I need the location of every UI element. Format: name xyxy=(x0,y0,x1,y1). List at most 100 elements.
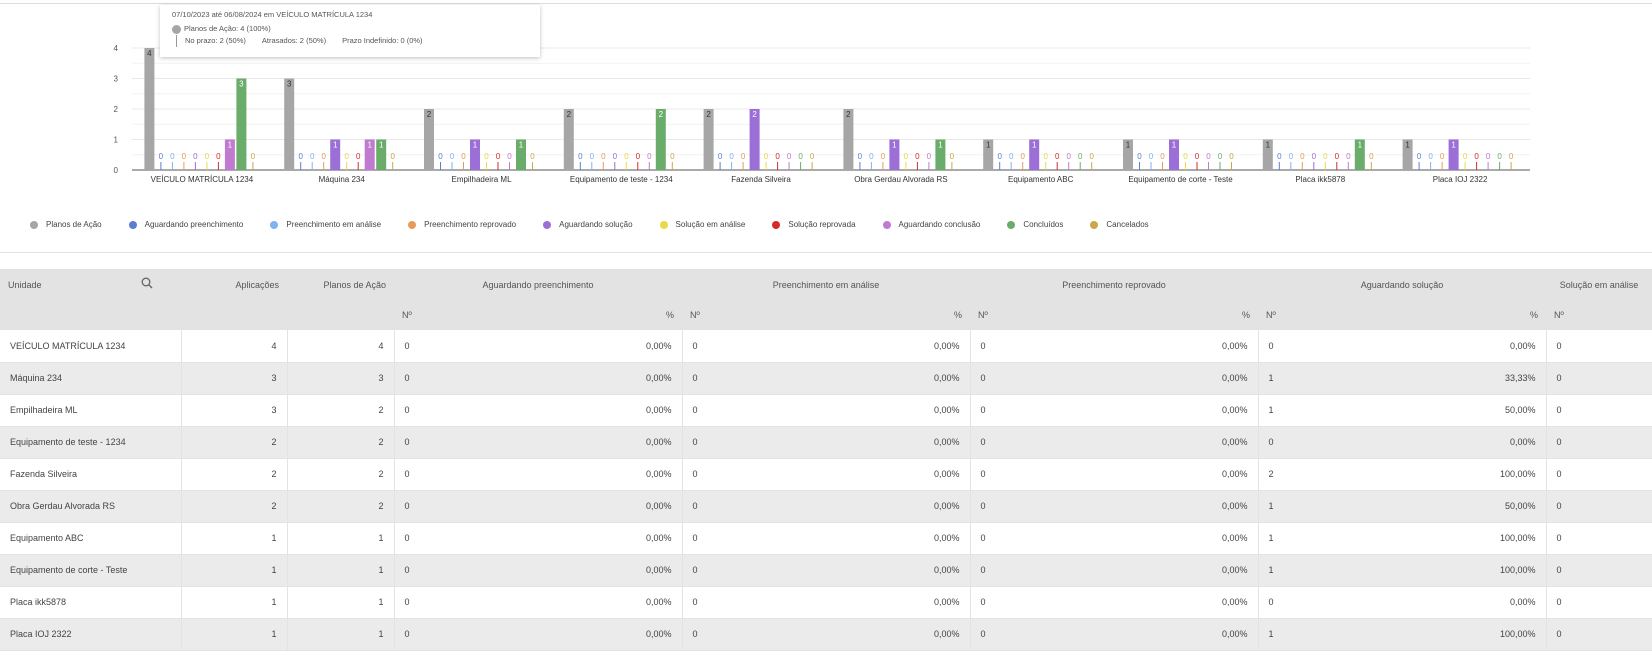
cell-n: 0 xyxy=(1258,586,1402,619)
table-row[interactable]: Equipamento de corte - Teste 1 1 0 0,00% 0 0,0… xyxy=(0,554,1652,587)
col-n-header: Nº xyxy=(970,300,1114,330)
cell-n: 1 xyxy=(1258,554,1402,587)
cell-n: 0 xyxy=(1546,426,1652,459)
bar-value-label: 1 xyxy=(986,141,991,150)
col-unidade[interactable]: Unidade xyxy=(0,269,181,300)
bar-value-label: 0 xyxy=(1346,152,1351,161)
legend-item[interactable]: Planos de Ação xyxy=(30,220,102,229)
bar-value-label: 0 xyxy=(193,152,198,161)
col-aplicacoes[interactable]: Aplicações xyxy=(181,269,287,300)
summary-table: Unidade Aplicações Planos de Ação Aguard… xyxy=(0,269,1652,651)
bar-value-label: 0 xyxy=(1509,152,1514,161)
table-row[interactable]: Obra Gerdau Alvorada RS 2 2 0 0,00% 0 0,00% 0 0,… xyxy=(0,490,1652,523)
bar-value-label: 0 xyxy=(578,152,583,161)
bar-value-label: 1 xyxy=(228,141,233,150)
legend-item[interactable]: Aguardando preenchimento xyxy=(128,220,243,229)
bar-value-label: 0 xyxy=(1417,152,1422,161)
cell-n: 0 xyxy=(1546,586,1652,619)
cell-n: 0 xyxy=(1546,330,1652,363)
legend-item[interactable]: Cancelados xyxy=(1090,220,1149,229)
col-unidade-label: Unidade xyxy=(8,279,42,290)
bar-value-label: 2 xyxy=(752,110,757,119)
legend-item[interactable]: Solução em análise xyxy=(659,220,745,229)
legend-item[interactable]: Aguardando conclusão xyxy=(882,220,980,229)
bar-value-label: 0 xyxy=(613,152,618,161)
table-row[interactable]: Máquina 2343300,00%00,00%00,00%133,33%00… xyxy=(0,362,1652,395)
cell-n: 0 xyxy=(394,426,538,459)
bar-value-label: 0 xyxy=(1078,152,1083,161)
table-row[interactable]: Fazenda Silveira 2 2 0 0,00% 0 0,00% 0 0,00% 2 100… xyxy=(0,458,1652,491)
table-row[interactable]: Empilhadeira ML 3 2 0 0,00% 0 0,00% 0 0,00% 1 50,0… xyxy=(0,394,1652,427)
legend-item[interactable]: Solução reprovada xyxy=(772,220,856,229)
col-group-header[interactable]: Aguardando preenchimento xyxy=(394,269,682,300)
bar-value-label: 0 xyxy=(1486,152,1491,161)
cell-unidade: Placa IOJ 2322 xyxy=(0,618,182,651)
bar-value-label: 0 xyxy=(741,152,746,161)
bar-value-label: 0 xyxy=(450,152,455,161)
col-group-header[interactable]: Aguardando solução xyxy=(1258,269,1547,300)
cell-n: 0 xyxy=(970,458,1114,491)
bar-value-label: 0 xyxy=(1323,152,1328,161)
cell-pct: 0,00% xyxy=(826,586,971,619)
cell-pct: 0,00% xyxy=(826,522,971,555)
cell-n: 0 xyxy=(394,522,538,555)
cell-unidade: Obra Gerdau Alvorada RS xyxy=(0,490,182,523)
tooltip-main: Planos de Ação: 4 (100%) xyxy=(184,24,271,33)
bar-value-label: 0 xyxy=(1206,152,1211,161)
cell-aplicacoes: 1 xyxy=(181,522,288,555)
bar xyxy=(1354,139,1365,170)
legend-dot-icon xyxy=(659,220,668,229)
tooltip-title: 07/10/2023 até 06/08/2024 em VEÍCULO MAT… xyxy=(172,10,373,19)
bar-value-label: 0 xyxy=(881,152,886,161)
bar xyxy=(1169,139,1179,170)
y-tick-label: 4 xyxy=(114,44,119,53)
table-row[interactable]: VEÍCULO MATRÍCULA 1234 4 4 0 0,00% 0 0,00% 0 0,0… xyxy=(0,330,1652,363)
bar-value-label: 0 xyxy=(1066,152,1071,161)
y-tick-label: 2 xyxy=(114,105,119,114)
legend-item[interactable]: Aguardando solução xyxy=(543,220,633,229)
table-row[interactable]: Placa ikk5878 1 1 0 0,00% 0 0,00% 0 0,00% 0 0,00% 0… xyxy=(0,586,1652,619)
legend-item[interactable]: Preenchimento em análise xyxy=(270,220,381,229)
bar xyxy=(749,109,760,170)
search-icon[interactable] xyxy=(141,277,153,291)
cell-planos: 4 xyxy=(287,330,395,363)
bar xyxy=(1262,139,1273,170)
cell-pct: 0,00% xyxy=(826,458,971,491)
cell-pct: 33,33% xyxy=(1402,362,1547,395)
cell-n: 0 xyxy=(970,426,1114,459)
cell-n: 0 xyxy=(682,618,826,651)
bar xyxy=(655,109,666,170)
bar-value-label: 0 xyxy=(1183,152,1188,161)
cell-unidade: Placa ikk5878 xyxy=(0,586,182,619)
bar-value-label: 1 xyxy=(1358,141,1363,150)
bar xyxy=(470,139,480,170)
cell-n: 0 xyxy=(394,490,538,523)
bar-value-label: 1 xyxy=(1405,141,1410,150)
col-group-header[interactable]: Preenchimento reprovado xyxy=(970,269,1258,300)
bar-value-label: 0 xyxy=(1160,152,1165,161)
col-group-header[interactable]: Preenchimento em análise xyxy=(682,269,970,300)
legend-item[interactable]: Concluídos xyxy=(1007,220,1063,229)
col-group-header[interactable]: Solução em análise xyxy=(1546,269,1652,300)
bar xyxy=(236,78,247,170)
bar-value-label: 0 xyxy=(530,152,535,161)
cell-n: 0 xyxy=(970,522,1114,555)
bar-value-label: 0 xyxy=(496,152,501,161)
bar-value-label: 0 xyxy=(1497,152,1502,161)
legend-item[interactable]: Preenchimento reprovado xyxy=(408,220,516,229)
table-row[interactable]: Equipamento de teste - 1234 2 2 0 0,00% 0 0,00… xyxy=(0,426,1652,459)
cell-n: 0 xyxy=(1546,554,1652,587)
tooltip-line: Prazo Indefinido: 0 (0%) xyxy=(342,36,423,45)
col-planos[interactable]: Planos de Ação xyxy=(287,269,394,300)
bar-value-label: 0 xyxy=(1440,152,1445,161)
bar-value-label: 0 xyxy=(1474,152,1479,161)
cell-unidade: Equipamento de corte - Teste xyxy=(0,554,182,587)
cell-n: 0 xyxy=(970,394,1114,427)
table-row[interactable]: Placa IOJ 2322 1 1 0 0,00% 0 0,00% 0 0,00% 1 100,0… xyxy=(0,618,1652,651)
bar xyxy=(843,109,854,170)
bar-value-label: 0 xyxy=(1009,152,1014,161)
cell-pct: 0,00% xyxy=(538,586,683,619)
table-row[interactable]: Equipamento ABC 1 1 0 0,00% 0 0,00% 0 0,00% 1 100,… xyxy=(0,522,1652,555)
cell-pct: 0,00% xyxy=(1114,330,1259,363)
bar-value-label: 0 xyxy=(798,152,803,161)
